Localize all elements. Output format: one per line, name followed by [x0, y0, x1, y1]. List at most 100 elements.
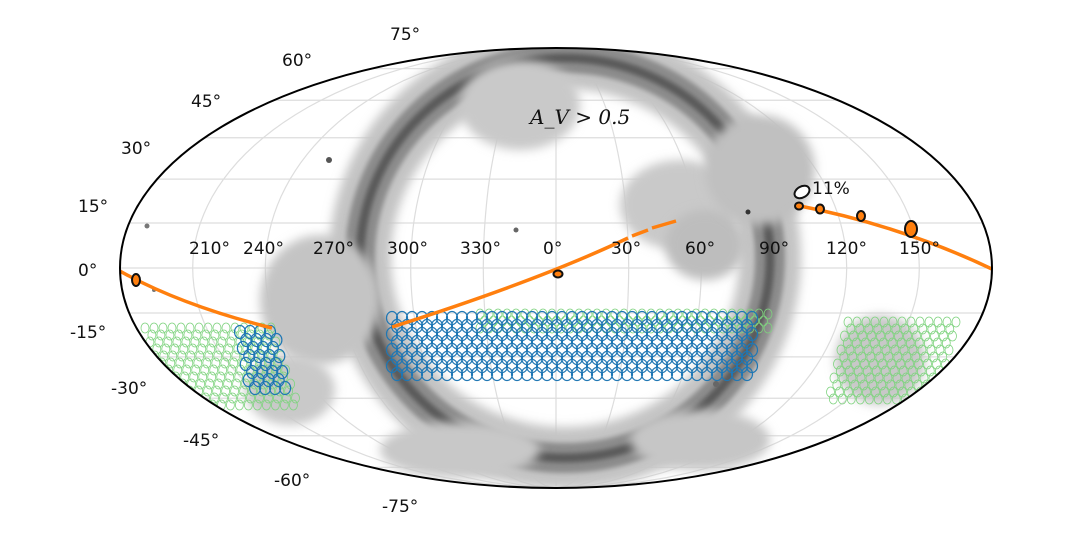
- lon-tick-label: 150°: [899, 239, 940, 259]
- extended-field: [919, 372, 929, 384]
- extended-field: [211, 357, 221, 369]
- extended-field: [212, 322, 222, 334]
- extended-field: [842, 337, 852, 349]
- survey-field: [600, 366, 614, 382]
- extended-field: [520, 308, 530, 320]
- survey-field: [470, 366, 484, 382]
- survey-field: [520, 366, 534, 382]
- extended-field: [234, 399, 244, 411]
- extended-field: [714, 315, 723, 327]
- extended-field: [931, 379, 941, 391]
- extended-field: [856, 372, 866, 384]
- object-markers: [131, 184, 918, 287]
- extended-field: [899, 344, 909, 356]
- extended-field: [759, 315, 768, 327]
- extended-field: [158, 322, 168, 334]
- extended-field: [942, 316, 952, 328]
- extended-field: [871, 365, 881, 377]
- survey-field: [256, 364, 269, 380]
- extended-field: [861, 316, 871, 328]
- extended-field: [183, 392, 192, 404]
- extended-field: [843, 316, 853, 328]
- extended-field: [201, 329, 211, 341]
- extended-field: [191, 364, 201, 376]
- extended-field: [838, 372, 848, 384]
- extended-field: [862, 365, 872, 377]
- extended-field: [897, 316, 907, 328]
- extended-field: [869, 358, 878, 370]
- extended-field: [225, 371, 235, 383]
- survey-field: [710, 366, 724, 382]
- extended-field: [624, 315, 633, 327]
- extended-field: [243, 399, 253, 411]
- extended-field: [848, 351, 858, 363]
- survey-field: [233, 324, 247, 340]
- extended-field: [870, 316, 880, 328]
- survey-field: [272, 372, 285, 388]
- extended-field: [237, 329, 247, 341]
- extended-field: [154, 336, 164, 348]
- lat-tick-label: -30°: [111, 379, 147, 399]
- extended-field: [867, 330, 876, 342]
- extended-field: [898, 386, 907, 398]
- extended-field: [925, 386, 934, 398]
- extended-field: [891, 323, 901, 335]
- extended-field: [230, 385, 240, 397]
- extended-field: [868, 379, 878, 391]
- extended-field: [905, 358, 914, 370]
- extended-field: [184, 357, 194, 369]
- extended-field: [219, 329, 229, 341]
- extended-field: [212, 385, 222, 397]
- extended-field: [865, 372, 875, 384]
- extended-field: [909, 323, 919, 335]
- extended-field: [174, 329, 184, 341]
- extended-field: [917, 344, 927, 356]
- survey-field: [570, 366, 584, 382]
- extended-field: [176, 385, 186, 397]
- extended-field: [854, 344, 864, 356]
- survey-field: [490, 366, 504, 382]
- extended-field: [914, 337, 924, 349]
- extended-field: [223, 378, 233, 390]
- extended-field: [179, 343, 189, 355]
- extended-field: [853, 386, 862, 398]
- extended-field: [862, 386, 871, 398]
- extended-field: [664, 308, 674, 320]
- survey-field: [250, 332, 263, 348]
- extended-field: [204, 350, 214, 362]
- extended-field: [239, 385, 249, 397]
- extended-field: [916, 365, 926, 377]
- extended-field: [833, 358, 842, 370]
- survey-field: [660, 366, 674, 382]
- extended-field: [945, 323, 955, 335]
- survey-field: [630, 366, 644, 382]
- lon-tick-label: 30°: [611, 239, 641, 259]
- extended-field: [889, 386, 898, 398]
- extended-field: [167, 322, 177, 334]
- extended-field: [225, 399, 235, 411]
- survey-field: [259, 356, 272, 372]
- extended-field: [832, 379, 842, 391]
- extended-field: [876, 330, 885, 342]
- extended-field: [231, 350, 241, 362]
- extended-field: [210, 392, 219, 404]
- survey-field: [540, 366, 554, 382]
- extended-field: [914, 358, 923, 370]
- lon-tick-label: 210°: [189, 239, 230, 259]
- survey-field: [610, 366, 624, 382]
- survey-field: [440, 366, 454, 382]
- extended-field: [850, 379, 860, 391]
- survey-field: [500, 366, 514, 382]
- extended-field: [185, 322, 195, 334]
- extended-field: [214, 378, 224, 390]
- extended-field: [160, 378, 170, 390]
- extended-field: [892, 372, 902, 384]
- survey-field: [430, 366, 444, 382]
- extended-field: [273, 392, 282, 404]
- lat-tick-label: -45°: [183, 431, 219, 451]
- survey-field: [236, 340, 249, 356]
- extended-field: [195, 350, 205, 362]
- object-marker: [815, 203, 825, 215]
- extended-field: [920, 351, 930, 363]
